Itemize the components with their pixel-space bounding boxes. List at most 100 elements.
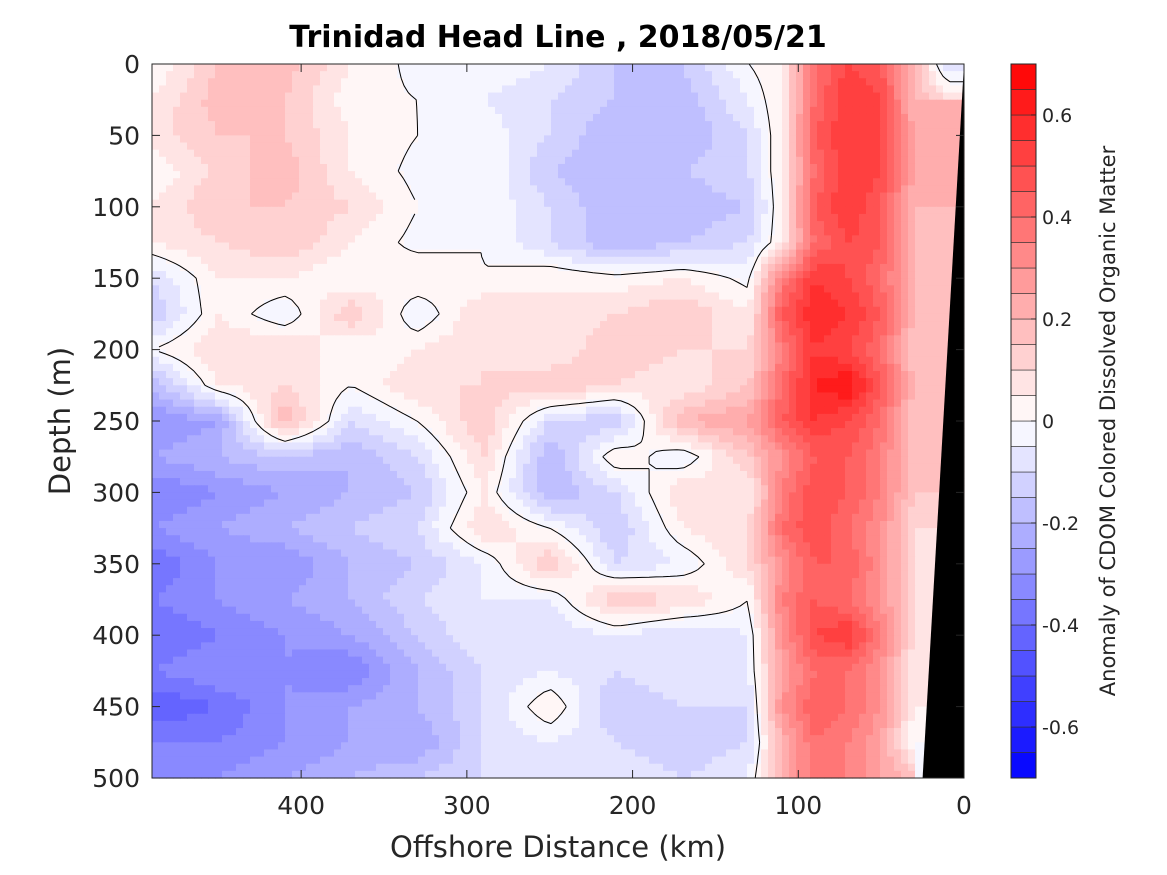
contour-cell [201, 135, 209, 144]
contour-cell [166, 335, 174, 344]
contour-cell [166, 349, 174, 358]
contour-cell [509, 135, 517, 144]
contour-cell [880, 64, 888, 72]
contour-cell [936, 156, 944, 165]
contour-cell [621, 271, 629, 279]
contour-cell [362, 185, 370, 194]
contour-cell [810, 256, 818, 265]
contour-cell [551, 199, 559, 208]
contour-cell [250, 156, 258, 165]
contour-cell [621, 249, 629, 258]
contour-cell [229, 342, 237, 351]
contour-cell [509, 92, 517, 101]
contour-cell [159, 313, 167, 322]
contour-cell [439, 313, 447, 322]
contour-cell [404, 313, 412, 322]
contour-cell [908, 156, 916, 165]
contour-cell [250, 292, 258, 301]
contour-cell [908, 171, 916, 179]
contour-cell [803, 156, 811, 165]
contour-cell [460, 306, 468, 315]
contour-cell [621, 99, 629, 108]
contour-cell [313, 106, 321, 115]
contour-cell [852, 235, 860, 244]
contour-cell [628, 356, 636, 365]
contour-cell [558, 99, 566, 108]
contour-cell [173, 292, 181, 301]
contour-cell [537, 278, 545, 286]
contour-cell [845, 249, 853, 258]
contour-cell [754, 92, 762, 101]
contour-cell [306, 85, 314, 94]
contour-cell [768, 306, 776, 315]
contour-cell [495, 313, 503, 322]
contour-cell [663, 356, 671, 365]
contour-cell [859, 206, 867, 215]
contour-cell [383, 99, 391, 108]
contour-cell [495, 335, 503, 344]
contour-cell [362, 313, 370, 322]
contour-cell [740, 71, 748, 79]
contour-cell [831, 142, 839, 151]
contour-cell [691, 249, 699, 258]
contour-cell [544, 113, 552, 122]
contour-cell [880, 249, 888, 258]
contour-cell [509, 199, 517, 208]
contour-cell [859, 213, 867, 222]
contour-cell [369, 163, 377, 172]
contour-cell [425, 92, 433, 101]
contour-cell [936, 178, 944, 186]
contour-cell [810, 142, 818, 151]
contour-cell [544, 149, 552, 158]
contour-cell [768, 235, 776, 244]
contour-cell [824, 228, 832, 236]
contour-cell [530, 228, 538, 236]
contour-cell [453, 249, 461, 258]
contour-cell [922, 335, 930, 344]
contour-cell [243, 149, 251, 158]
contour-cell [320, 85, 328, 94]
contour-cell [250, 313, 258, 322]
contour-cell [838, 142, 846, 151]
contour-cell [754, 163, 762, 172]
contour-cell [390, 363, 398, 372]
contour-cell [628, 285, 636, 294]
contour-cell [306, 306, 314, 315]
contour-cell [509, 228, 517, 236]
contour-cell [621, 221, 629, 229]
contour-cell [551, 149, 559, 158]
contour-cell [530, 156, 538, 165]
contour-cell [446, 185, 454, 194]
contour-cell [908, 163, 916, 172]
contour-cell [705, 278, 713, 286]
contour-cell [593, 213, 601, 222]
contour-cell [558, 156, 566, 165]
contour-cell [831, 342, 839, 351]
contour-cell [397, 206, 405, 215]
contour-cell [873, 313, 881, 322]
contour-cell [859, 106, 867, 115]
contour-cell [873, 278, 881, 286]
contour-cell [950, 199, 958, 208]
contour-cell [306, 292, 314, 301]
contour-cell [264, 292, 272, 301]
contour-cell [663, 149, 671, 158]
contour-cell [817, 113, 825, 122]
contour-cell [432, 92, 440, 101]
contour-cell [362, 285, 370, 294]
contour-cell [873, 64, 881, 72]
contour-cell [551, 163, 559, 172]
contour-cell [453, 306, 461, 315]
contour-cell [698, 278, 706, 286]
contour-cell [397, 221, 405, 229]
contour-cell [817, 121, 825, 129]
contour-cell [425, 328, 433, 336]
contour-cell [495, 171, 503, 179]
contour-cell [705, 199, 713, 208]
contour-cell [222, 163, 230, 172]
contour-cell [943, 328, 951, 336]
contour-cell [873, 335, 881, 344]
contour-cell [194, 106, 202, 115]
contour-cell [579, 121, 587, 129]
contour-cell [852, 356, 860, 365]
